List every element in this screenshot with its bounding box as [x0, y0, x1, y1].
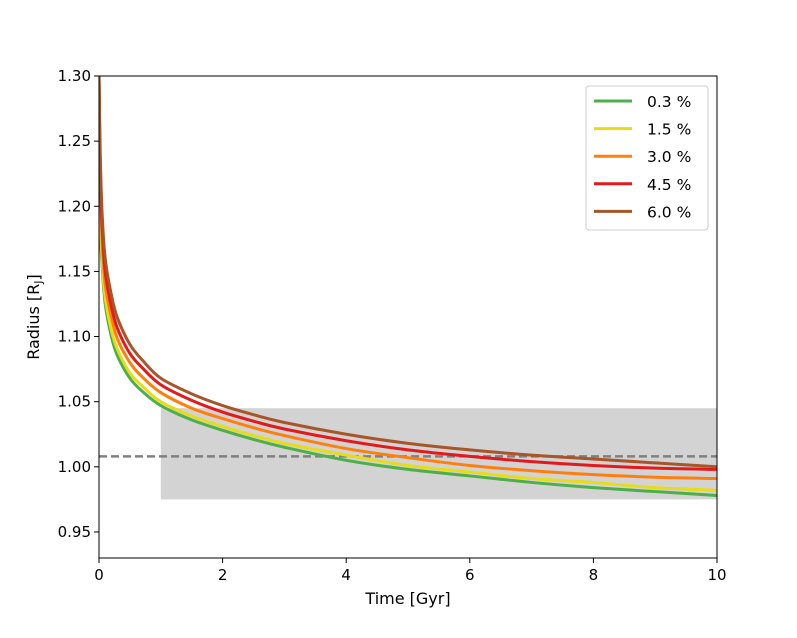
- x-tick-label: 8: [589, 566, 599, 584]
- y-tick-label: 1.10: [58, 328, 91, 346]
- y-axis-label-main: Radius [R: [24, 284, 43, 360]
- y-tick-label: 1.20: [58, 197, 91, 215]
- legend-label-1: 1.5 %: [647, 121, 691, 139]
- x-tick-label: 6: [465, 566, 475, 584]
- y-tick-label: 0.95: [58, 523, 91, 541]
- y-tick-label: 1.15: [58, 262, 91, 280]
- plot-frame: [98, 75, 718, 559]
- x-tick-label: 10: [707, 566, 726, 584]
- x-tick-label: 0: [94, 566, 104, 584]
- x-tick-label: 2: [218, 566, 228, 584]
- legend-box: [585, 85, 709, 231]
- legend-label-0: 0.3 %: [647, 93, 691, 111]
- legend: 0.3 % 1.5 % 3.0 % 4.5 % 6.0 %: [585, 85, 709, 231]
- series-line-1: [99, 76, 717, 492]
- y-axis-label-close: ]: [24, 274, 43, 280]
- legend-label-3: 4.5 %: [647, 176, 691, 194]
- y-tick-label: 1.30: [58, 67, 91, 85]
- series-line-3: [99, 76, 717, 471]
- x-axis-label: Time [Gyr]: [364, 589, 450, 608]
- legend-label-4: 6.0 %: [647, 203, 691, 221]
- y-axis-label: Radius [RJ]: [24, 274, 45, 360]
- y-tick-label: 1.00: [58, 458, 91, 476]
- y-tick-label: 1.05: [58, 393, 91, 411]
- series-line-4: [99, 76, 717, 469]
- legend-label-2: 3.0 %: [647, 148, 691, 166]
- y-axis-label-subscript: J: [32, 280, 45, 284]
- series-line-2: [99, 76, 717, 481]
- x-tick-label: 4: [341, 566, 351, 584]
- y-tick-label: 1.25: [58, 132, 91, 150]
